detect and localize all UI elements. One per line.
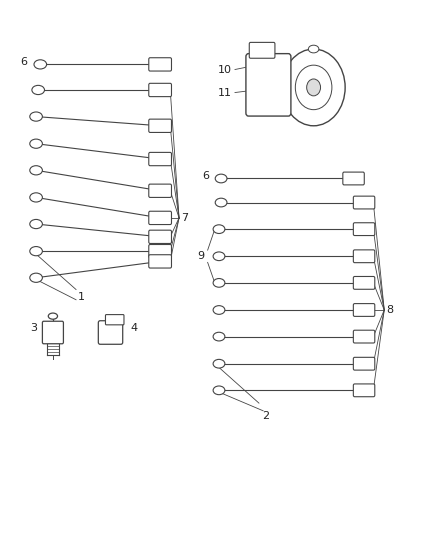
- Ellipse shape: [215, 174, 227, 183]
- FancyBboxPatch shape: [149, 245, 172, 258]
- Ellipse shape: [48, 313, 57, 319]
- Ellipse shape: [213, 225, 225, 233]
- Ellipse shape: [30, 220, 42, 229]
- FancyBboxPatch shape: [249, 43, 275, 58]
- Ellipse shape: [32, 85, 45, 94]
- Text: 2: 2: [261, 411, 269, 421]
- FancyBboxPatch shape: [353, 330, 375, 343]
- FancyBboxPatch shape: [149, 184, 172, 197]
- FancyBboxPatch shape: [353, 357, 375, 370]
- FancyBboxPatch shape: [106, 314, 124, 325]
- Ellipse shape: [213, 359, 225, 368]
- Ellipse shape: [30, 166, 42, 175]
- FancyBboxPatch shape: [353, 304, 375, 317]
- Ellipse shape: [30, 139, 42, 148]
- FancyBboxPatch shape: [353, 223, 375, 236]
- FancyBboxPatch shape: [149, 255, 172, 268]
- Text: 11: 11: [218, 87, 232, 98]
- Ellipse shape: [213, 332, 225, 341]
- Text: 8: 8: [386, 305, 393, 315]
- FancyBboxPatch shape: [149, 152, 172, 166]
- Text: 6: 6: [21, 57, 28, 67]
- FancyBboxPatch shape: [343, 172, 364, 185]
- FancyBboxPatch shape: [149, 211, 172, 224]
- Text: 7: 7: [181, 213, 188, 223]
- FancyBboxPatch shape: [353, 277, 375, 289]
- FancyBboxPatch shape: [98, 321, 123, 344]
- Ellipse shape: [30, 112, 42, 121]
- Circle shape: [295, 65, 332, 110]
- FancyBboxPatch shape: [149, 119, 172, 132]
- FancyBboxPatch shape: [353, 250, 375, 263]
- FancyBboxPatch shape: [149, 230, 172, 244]
- Circle shape: [307, 79, 321, 96]
- Text: 3: 3: [30, 323, 37, 333]
- FancyBboxPatch shape: [246, 54, 291, 116]
- Ellipse shape: [30, 273, 42, 282]
- Ellipse shape: [30, 247, 42, 256]
- FancyBboxPatch shape: [42, 321, 64, 344]
- Text: 6: 6: [203, 171, 210, 181]
- FancyBboxPatch shape: [149, 58, 172, 71]
- FancyBboxPatch shape: [353, 384, 375, 397]
- Ellipse shape: [213, 252, 225, 261]
- Text: 1: 1: [78, 292, 85, 302]
- Text: 10: 10: [218, 64, 232, 75]
- Ellipse shape: [30, 193, 42, 202]
- Text: 4: 4: [131, 323, 138, 333]
- Ellipse shape: [213, 279, 225, 287]
- Ellipse shape: [213, 386, 225, 394]
- Circle shape: [282, 49, 345, 126]
- Ellipse shape: [34, 60, 46, 69]
- Ellipse shape: [213, 305, 225, 314]
- FancyBboxPatch shape: [149, 83, 172, 96]
- Ellipse shape: [308, 45, 319, 53]
- Text: 9: 9: [197, 251, 204, 261]
- Ellipse shape: [215, 198, 227, 207]
- FancyBboxPatch shape: [353, 196, 375, 209]
